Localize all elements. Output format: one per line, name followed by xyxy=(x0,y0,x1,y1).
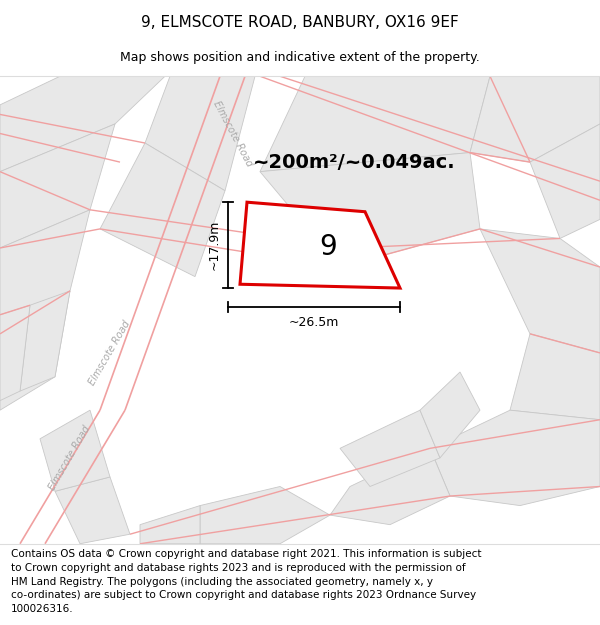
Polygon shape xyxy=(0,291,70,410)
Polygon shape xyxy=(330,448,450,524)
Polygon shape xyxy=(480,229,600,353)
Polygon shape xyxy=(200,486,330,544)
Polygon shape xyxy=(260,152,480,267)
Text: ~26.5m: ~26.5m xyxy=(289,316,339,329)
Polygon shape xyxy=(420,372,480,458)
Polygon shape xyxy=(430,410,600,506)
Polygon shape xyxy=(145,76,255,191)
Polygon shape xyxy=(40,410,110,491)
Polygon shape xyxy=(0,210,90,334)
Polygon shape xyxy=(140,506,200,544)
Text: 9, ELMSCOTE ROAD, BANBURY, OX16 9EF: 9, ELMSCOTE ROAD, BANBURY, OX16 9EF xyxy=(141,16,459,31)
Text: ~200m²/~0.049ac.: ~200m²/~0.049ac. xyxy=(253,152,455,172)
Polygon shape xyxy=(0,305,30,401)
Polygon shape xyxy=(55,477,130,544)
Text: Map shows position and indicative extent of the property.: Map shows position and indicative extent… xyxy=(120,51,480,64)
Text: 9: 9 xyxy=(319,232,337,261)
Polygon shape xyxy=(470,76,600,162)
Polygon shape xyxy=(260,76,490,172)
Polygon shape xyxy=(0,124,115,248)
Text: ~17.9m: ~17.9m xyxy=(208,220,221,270)
Text: Elmscote Road: Elmscote Road xyxy=(47,424,92,492)
Polygon shape xyxy=(530,124,600,239)
Polygon shape xyxy=(100,143,225,277)
Polygon shape xyxy=(340,410,440,486)
Text: Elmscote Road: Elmscote Road xyxy=(88,319,133,387)
Text: Elmscote Road: Elmscote Road xyxy=(211,99,254,168)
Polygon shape xyxy=(240,202,400,288)
Polygon shape xyxy=(20,291,70,391)
Polygon shape xyxy=(510,334,600,420)
Text: Contains OS data © Crown copyright and database right 2021. This information is : Contains OS data © Crown copyright and d… xyxy=(11,549,481,614)
Polygon shape xyxy=(0,76,165,172)
